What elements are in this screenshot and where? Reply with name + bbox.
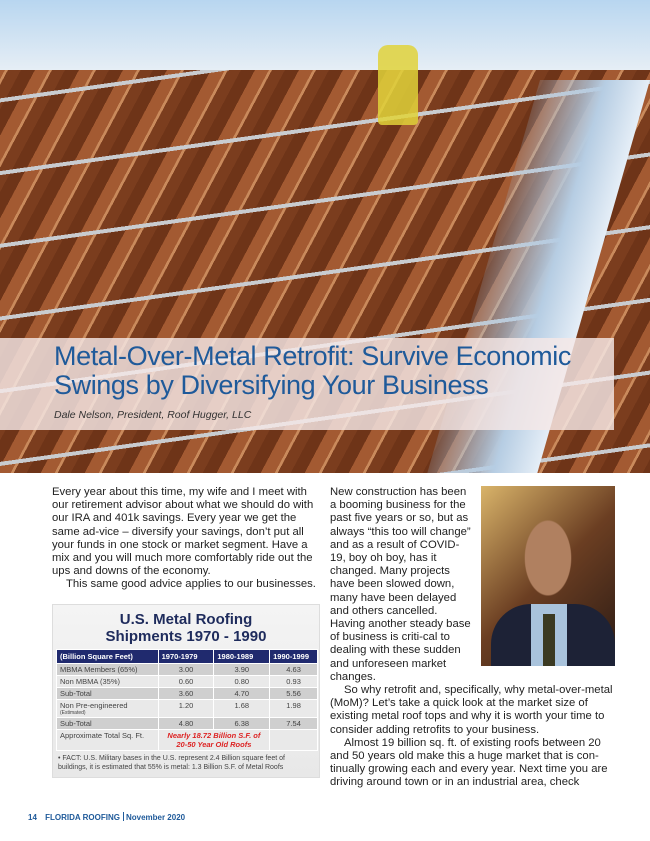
fact-note: • FACT: U.S. Military bases in the U.S. … bbox=[58, 754, 285, 771]
author-portrait bbox=[481, 486, 615, 666]
table-row: Non Pre-engineered (Estimated) 1.20 1.68 … bbox=[56, 698, 318, 718]
left-column: Every year about this time, my wife and … bbox=[52, 486, 324, 778]
shipments-table: (Billion Square Feet) 1970-1979 1980-198… bbox=[56, 648, 318, 751]
worker-figure bbox=[378, 45, 418, 125]
table-total-row: Approximate Total Sq. Ft. Nearly 18.72 B… bbox=[56, 728, 318, 751]
table-row: MBMA Members (65%) 3.00 3.90 4.63 bbox=[56, 662, 318, 676]
magazine-name: FLORIDA ROOFING bbox=[45, 813, 120, 822]
shipments-table-figure: U.S. Metal Roofing Shipments 1970 - 1990… bbox=[52, 603, 320, 778]
table-header-row: (Billion Square Feet) 1970-1979 1980-198… bbox=[56, 648, 318, 664]
paragraph: New construction has been a booming busi… bbox=[330, 486, 471, 683]
paragraph: This same good advice applies to our bus… bbox=[66, 578, 316, 591]
table-row: Sub-Total 3.60 4.70 5.56 bbox=[56, 686, 318, 700]
paragraph: So why retrofit and, specifically, why m… bbox=[330, 684, 613, 736]
paragraph: Every year about this time, my wife and … bbox=[52, 486, 314, 578]
title-overlay: Metal-Over-Metal Retrofit: Survive Econo… bbox=[0, 338, 614, 430]
right-column: New construction has been a booming busi… bbox=[330, 486, 615, 790]
table-row: Non MBMA (35%) 0.60 0.80 0.93 bbox=[56, 674, 318, 688]
article-title: Metal-Over-Metal Retrofit: Survive Econo… bbox=[54, 341, 571, 400]
paragraph: Almost 19 billion sq. ft. of existing ro… bbox=[330, 736, 608, 789]
page-footer: 14 FLORIDA ROOFING November 2020 bbox=[28, 812, 191, 823]
table-row: Sub-Total 4.80 6.38 7.54 bbox=[56, 716, 318, 730]
issue-date: November 2020 bbox=[125, 813, 186, 822]
page-number: 14 bbox=[28, 813, 37, 822]
figure-title: U.S. Metal Roofing Shipments 1970 - 1990 bbox=[105, 610, 267, 645]
byline: Dale Nelson, President, Roof Hugger, LLC bbox=[54, 409, 252, 421]
